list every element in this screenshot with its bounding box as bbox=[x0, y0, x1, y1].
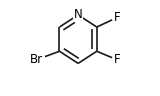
Text: F: F bbox=[113, 53, 120, 66]
Text: Br: Br bbox=[30, 53, 43, 66]
Text: N: N bbox=[74, 8, 83, 21]
Text: F: F bbox=[113, 11, 120, 24]
